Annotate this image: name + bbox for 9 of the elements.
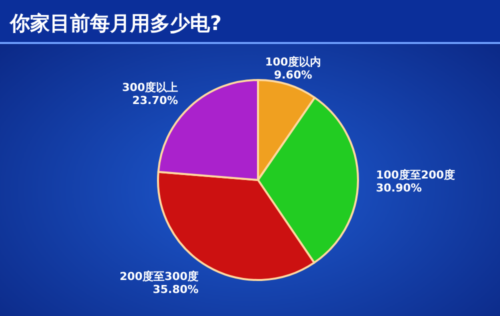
data-label: 30.90% <box>376 181 422 194</box>
data-label: 35.80% <box>152 282 199 296</box>
data-label: 23.70% <box>132 94 178 108</box>
chart-title: 你家目前每月用多少电? <box>9 11 222 35</box>
slice-label: 200度至300度 <box>120 270 199 283</box>
slice-label: 100度以内 <box>265 55 322 68</box>
slice-label: 100度至200度 <box>376 168 455 182</box>
slice-label: 300度以上 <box>122 81 178 94</box>
data-label: 9.60% <box>274 68 312 82</box>
